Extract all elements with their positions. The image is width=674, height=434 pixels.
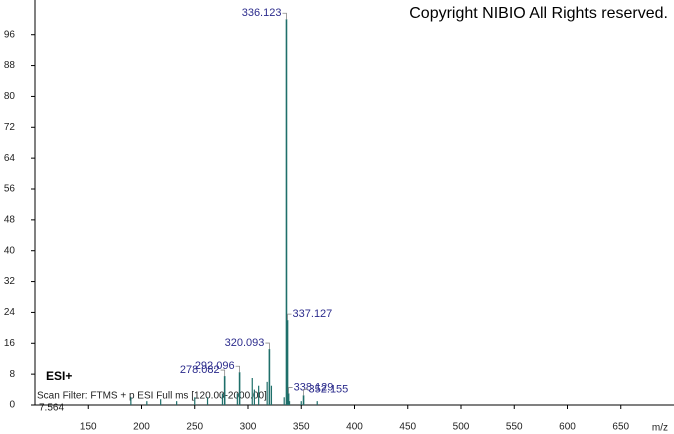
label-leader [265, 342, 270, 350]
label-leader [288, 387, 293, 394]
x-axis-label: m/z [652, 423, 668, 434]
x-tick-label: 200 [133, 422, 150, 433]
x-tick-label: 550 [506, 422, 523, 433]
x-tick-label: 250 [186, 422, 203, 433]
retention-time: 7.564 [39, 403, 64, 414]
ionization: ESI+ [46, 369, 72, 383]
peak [236, 393, 238, 405]
peak-label: 278.082 [180, 364, 220, 376]
y-tick-label: 56 [4, 184, 16, 195]
label-leader [220, 369, 226, 377]
x-tick-label: 150 [80, 422, 97, 433]
peak [300, 401, 302, 405]
y-tick-label: 96 [4, 29, 16, 40]
scan-filter: Scan Filter: FTMS + p ESI Full ms [120.0… [37, 391, 267, 402]
peak-label: 292.096 [195, 360, 235, 372]
peak [302, 395, 305, 405]
x-tick-label: 500 [453, 422, 470, 433]
peak [130, 397, 132, 405]
peak [266, 381, 268, 405]
chart-title: Copyright NIBIO All Rights reserved. [409, 5, 668, 22]
peak [268, 349, 271, 405]
label-leader [303, 388, 308, 396]
x-tick-label: 350 [293, 422, 310, 433]
peak [288, 401, 291, 405]
peak [253, 389, 255, 405]
peak [258, 385, 260, 405]
y-tick-label: 88 [4, 60, 16, 71]
peak [146, 401, 148, 405]
peak-label: 336.123 [242, 7, 282, 19]
x-tick-label: 600 [559, 422, 576, 433]
peak [160, 399, 162, 405]
peak [176, 401, 178, 405]
y-tick-label: 40 [4, 245, 16, 256]
peak [194, 397, 196, 405]
peak-label: 320.093 [225, 337, 265, 349]
label-leader [287, 313, 292, 321]
y-tick-label: 16 [4, 338, 16, 349]
peak [286, 320, 289, 405]
y-tick-label: 80 [4, 91, 16, 102]
peak [223, 376, 226, 405]
peak [238, 372, 241, 405]
y-tick-label: 72 [4, 122, 16, 133]
y-tick-label: 64 [4, 153, 16, 164]
peak-label: 337.127 [293, 308, 333, 320]
peak [287, 393, 290, 405]
x-tick-label: 300 [240, 422, 257, 433]
label-leader [282, 12, 287, 20]
y-tick-label: 24 [4, 307, 16, 318]
peak [206, 397, 209, 405]
peak-label: 352.155 [309, 383, 349, 395]
peak [251, 378, 253, 405]
peak [285, 19, 288, 406]
x-tick-label: 400 [346, 422, 363, 433]
y-tick-label: 48 [4, 214, 16, 225]
peak [221, 393, 224, 405]
y-tick-label: 8 [9, 369, 15, 380]
x-tick-label: 650 [612, 422, 629, 433]
peak [316, 401, 318, 405]
label-leader [235, 365, 240, 373]
y-tick-label: 32 [4, 276, 16, 287]
peak [270, 385, 273, 405]
peak [283, 397, 285, 405]
y-tick-label: 0 [9, 400, 15, 411]
x-tick-label: 450 [399, 422, 416, 433]
